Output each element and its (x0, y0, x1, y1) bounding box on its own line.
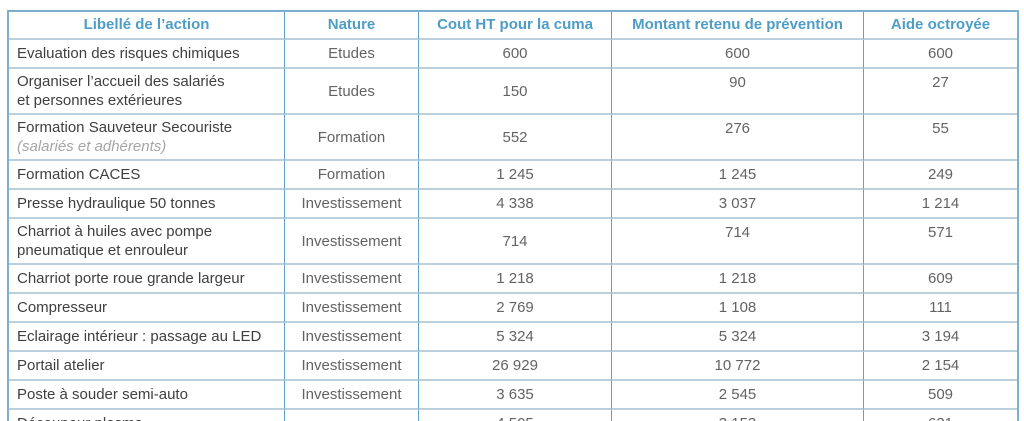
table-row: Eclairage intérieur : passage au LED Inv… (9, 323, 1017, 352)
cell-aide: 3 194 (864, 323, 1017, 352)
action-label-line2: et personnes extérieures (17, 92, 183, 109)
column-header-montant: Montant retenu de prévention (612, 12, 864, 40)
cell-aide: 600 (864, 40, 1017, 69)
table-row: Poste à souder semi-auto Investissement … (9, 381, 1017, 410)
cell-libelle: Presse hydraulique 50 tonnes (9, 190, 285, 219)
action-label-line2: pneumatique et enrouleur (17, 242, 188, 259)
cell-libelle: Découpeur plasma (9, 410, 285, 421)
cell-nature: Etudes (285, 40, 419, 69)
table-row: Evaluation des risques chimiques Etudes … (9, 40, 1017, 69)
cell-nature: Investissement (285, 265, 419, 294)
table-row: Formation CACES Formation 1 245 1 245 24… (9, 161, 1017, 190)
cell-libelle: Charriot à huiles avec pompe pneumatique… (9, 219, 285, 265)
cell-nature: Investissement (285, 381, 419, 410)
column-header-nature: Nature (285, 12, 419, 40)
action-label: Compresseur (17, 299, 108, 316)
cell-libelle: Charriot porte roue grande largeur (9, 265, 285, 294)
cell-libelle: Organiser l’accueil des salariés et pers… (9, 69, 285, 115)
cell-montant: 3 037 (612, 190, 864, 219)
cell-cout: 4 338 (419, 190, 612, 219)
cell-nature: Investissement (285, 219, 419, 265)
cell-aide: 2 154 (864, 352, 1017, 381)
cell-nature: Investissement (285, 190, 419, 219)
cell-aide: 27 (864, 69, 1017, 115)
cell-nature: Investissement (285, 294, 419, 323)
cell-aide: 1 214 (864, 190, 1017, 219)
cell-montant: 276 (612, 115, 864, 161)
cell-cout: 2 769 (419, 294, 612, 323)
column-header-libelle: Libellé de l’action (9, 12, 285, 40)
cell-montant: 10 772 (612, 352, 864, 381)
cell-aide: 509 (864, 381, 1017, 410)
cell-cout: 150 (419, 69, 612, 115)
table-row: Charriot porte roue grande largeur Inves… (9, 265, 1017, 294)
cell-cout: 5 324 (419, 323, 612, 352)
cell-nature: Etudes (285, 69, 419, 115)
cell-aide: 571 (864, 219, 1017, 265)
aid-table-container: Libellé de l’action Nature Cout HT pour … (7, 10, 1019, 421)
cell-nature: Formation (285, 161, 419, 190)
cell-montant: 1 218 (612, 265, 864, 294)
cell-nature: Formation (285, 115, 419, 161)
prevention-aid-table: Libellé de l’action Nature Cout HT pour … (7, 10, 1019, 421)
cell-nature: Investissement (285, 323, 419, 352)
cell-aide: 111 (864, 294, 1017, 323)
cell-cout: 4 505 (419, 410, 612, 421)
cell-libelle: Poste à souder semi-auto (9, 381, 285, 410)
action-label: Presse hydraulique 50 tonnes (17, 195, 216, 212)
cell-montant: 1 245 (612, 161, 864, 190)
action-label: Organiser l’accueil des salariés (17, 73, 225, 90)
cell-montant: 714 (612, 219, 864, 265)
cell-montant: 3 153 (612, 410, 864, 421)
cell-cout: 3 635 (419, 381, 612, 410)
cell-montant: 1 108 (612, 294, 864, 323)
cell-libelle: Evaluation des risques chimiques (9, 40, 285, 69)
table-row: Compresseur Investissement 2 769 1 108 1… (9, 294, 1017, 323)
table-row: Découpeur plasma 4 505 3 153 631 (9, 410, 1017, 421)
table-row: Organiser l’accueil des salariés et pers… (9, 69, 1017, 115)
cell-libelle: Eclairage intérieur : passage au LED (9, 323, 285, 352)
table-row: Presse hydraulique 50 tonnes Investissem… (9, 190, 1017, 219)
cell-aide: 55 (864, 115, 1017, 161)
column-header-aide: Aide octroyée (864, 12, 1017, 40)
cell-montant: 2 545 (612, 381, 864, 410)
cell-cout: 552 (419, 115, 612, 161)
table-row: Formation Sauveteur Secouriste (salariés… (9, 115, 1017, 161)
cell-cout: 600 (419, 40, 612, 69)
cell-montant: 600 (612, 40, 864, 69)
table-row: Portail atelier Investissement 26 929 10… (9, 352, 1017, 381)
cell-nature (285, 410, 419, 421)
cell-nature: Investissement (285, 352, 419, 381)
cell-cout: 26 929 (419, 352, 612, 381)
cell-libelle: Formation Sauveteur Secouriste (salariés… (9, 115, 285, 161)
cell-libelle: Formation CACES (9, 161, 285, 190)
cell-libelle: Portail atelier (9, 352, 285, 381)
cell-libelle: Compresseur (9, 294, 285, 323)
cell-cout: 714 (419, 219, 612, 265)
action-label: Evaluation des risques chimiques (17, 45, 240, 62)
action-note: (salariés et adhérents) (17, 138, 167, 155)
action-label: Eclairage intérieur : passage au LED (17, 328, 262, 345)
cell-montant: 90 (612, 69, 864, 115)
action-label: Découpeur plasma (17, 414, 276, 421)
action-label: Portail atelier (17, 357, 105, 374)
cell-aide: 609 (864, 265, 1017, 294)
action-label: Formation Sauveteur Secouriste (17, 119, 233, 136)
cell-aide: 249 (864, 161, 1017, 190)
cell-aide: 631 (864, 410, 1017, 421)
action-label: Formation CACES (17, 166, 141, 183)
action-label: Poste à souder semi-auto (17, 386, 188, 403)
cell-cout: 1 245 (419, 161, 612, 190)
header-row: Libellé de l’action Nature Cout HT pour … (9, 12, 1017, 40)
cell-montant: 5 324 (612, 323, 864, 352)
column-header-cout: Cout HT pour la cuma (419, 12, 612, 40)
action-label: Charriot porte roue grande largeur (17, 270, 245, 287)
action-label: Charriot à huiles avec pompe (17, 223, 213, 240)
cell-cout: 1 218 (419, 265, 612, 294)
table-row: Charriot à huiles avec pompe pneumatique… (9, 219, 1017, 265)
